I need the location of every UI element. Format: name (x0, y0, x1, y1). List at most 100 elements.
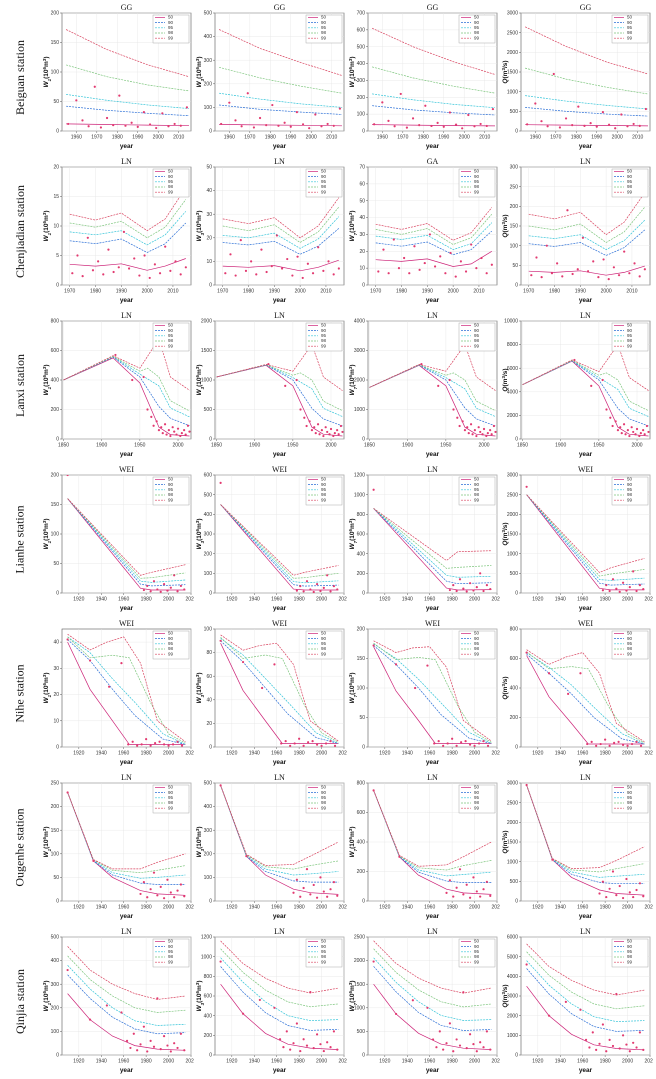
observed-point (448, 378, 451, 382)
observed-point (601, 880, 604, 883)
legend-label: 95 (168, 25, 174, 30)
observed-point (152, 871, 156, 874)
legend-label: 95 (321, 949, 327, 954)
series-line-99 (375, 207, 493, 241)
y-tick-label: 50 (359, 715, 365, 721)
observed-point (615, 587, 618, 590)
observed-point (485, 124, 488, 128)
x-tick-label: 1940 (555, 597, 566, 603)
x-tick-label: 2000 (306, 135, 317, 141)
observed-point (173, 1042, 176, 1045)
x-tick-label: 1970 (550, 135, 561, 141)
observed-point (295, 589, 298, 592)
x-tick-label: 1960 (424, 1059, 435, 1065)
observed-point (458, 868, 462, 871)
observed-point (142, 375, 145, 379)
y-tick-label: 800 (204, 974, 213, 980)
observed-point (173, 122, 176, 126)
y-tick-label: 10 (53, 224, 59, 230)
observed-point (583, 124, 586, 127)
panel-title: WEI (578, 465, 593, 474)
x-axis-label: year (120, 297, 134, 304)
observed-point (494, 430, 497, 434)
observed-point (460, 741, 463, 744)
x-tick-label: 1980 (447, 751, 458, 757)
x-axis-label: year (273, 759, 287, 766)
legend-label: 99 (168, 343, 174, 348)
observed-point (464, 270, 468, 273)
observed-point (280, 267, 284, 270)
observed-point (604, 738, 607, 741)
observed-point (127, 743, 130, 746)
x-tick-label: 2000 (316, 1059, 327, 1065)
y-tick-label: 300 (510, 165, 519, 171)
observed-point (329, 427, 333, 431)
series-line-98 (526, 494, 645, 577)
observed-point (336, 429, 339, 432)
legend-label: 99 (474, 189, 480, 194)
observed-point (446, 742, 449, 745)
series-line-95 (526, 960, 645, 1022)
series-line-98 (220, 948, 339, 1008)
x-tick-label: 1980 (294, 1059, 305, 1065)
legend-label: 98 (168, 184, 174, 189)
observed-point (408, 272, 411, 275)
y-tick-label: 500 (204, 781, 213, 787)
station-name: Lanxi station (12, 353, 27, 417)
observed-point (329, 590, 332, 593)
observed-point (120, 1011, 123, 1014)
panel-title: LN (121, 927, 132, 936)
series-line-50 (67, 498, 186, 591)
observed-point (547, 1014, 551, 1017)
series-line-90 (372, 105, 496, 116)
observed-point (605, 1050, 608, 1053)
y-tick-label: 50 (53, 875, 59, 881)
y-tick-label: 250 (51, 781, 60, 787)
observed-point (336, 894, 339, 897)
x-tick-label: 1940 (402, 751, 413, 757)
y-tick-label: 1000 (354, 1005, 365, 1011)
observed-point (465, 1047, 468, 1050)
x-axis-label: year (426, 759, 440, 766)
observed-point (275, 234, 279, 237)
series-line-50 (528, 265, 645, 276)
observed-point (616, 429, 620, 432)
observed-point (71, 272, 74, 275)
observed-point (435, 1046, 438, 1049)
observed-point (117, 266, 120, 269)
x-tick-label: 1920 (226, 1059, 237, 1065)
y-tick-label: 100 (51, 70, 60, 76)
observed-point (461, 420, 464, 423)
x-tick-label: 1990 (116, 289, 127, 295)
observed-point (486, 432, 489, 435)
series-line-98 (67, 498, 186, 579)
observed-point (322, 586, 325, 589)
observed-point (146, 1050, 149, 1053)
observed-point (534, 102, 537, 105)
observed-point (430, 124, 433, 128)
observed-point (552, 72, 555, 76)
y-tick-label: 200 (204, 851, 213, 857)
observed-point (459, 260, 462, 263)
x-tick-label: 1980 (447, 597, 458, 603)
panel-title: LN (274, 157, 285, 166)
series-line-98 (528, 206, 646, 243)
legend-label: 95 (474, 795, 480, 800)
legend-label: 99 (321, 497, 327, 502)
legend-label: 98 (474, 800, 480, 805)
observed-point (634, 433, 637, 436)
observed-point (258, 116, 262, 120)
observed-point (455, 886, 458, 889)
station-name: Beiguan station (12, 39, 27, 115)
observed-point (571, 272, 574, 276)
y-tick-label: 150 (51, 828, 60, 834)
series-line-99 (63, 337, 190, 391)
observed-point (482, 740, 485, 743)
observed-point (149, 888, 152, 891)
observed-point (635, 888, 638, 892)
observed-point (148, 276, 151, 280)
panel-title: LN (580, 311, 591, 320)
